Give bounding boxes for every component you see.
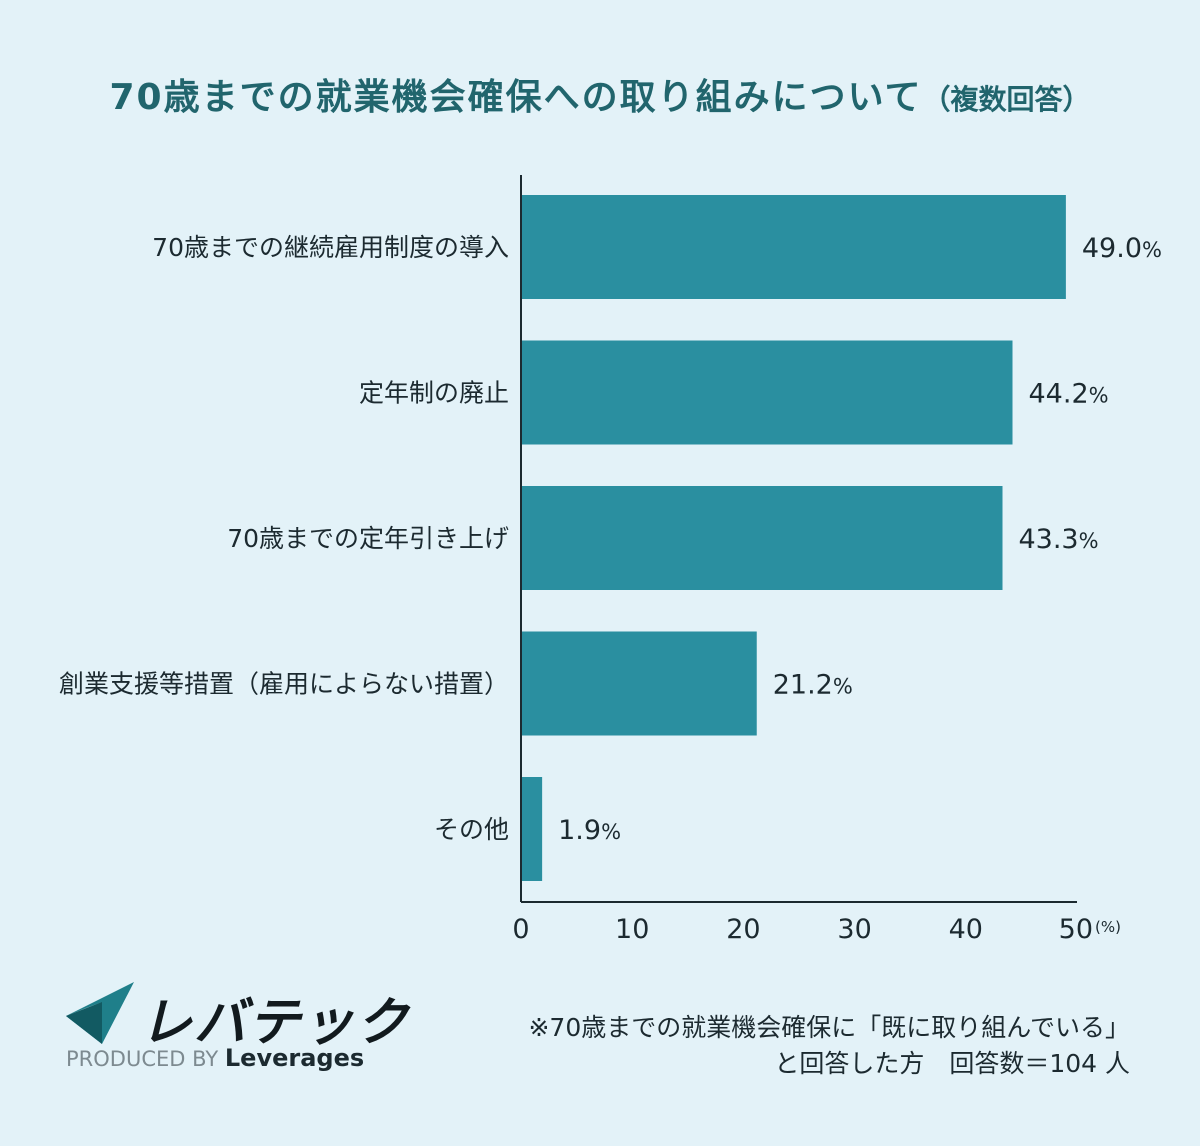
x-tick-label: 40 (949, 914, 983, 945)
chart-title-sub: （複数回答） (922, 83, 1091, 116)
category-label: 70歳までの継続雇用制度の導入 (152, 233, 509, 262)
footnote-line-1: ※70歳までの就業機会確保に「既に取り組んでいる」 (528, 1013, 1130, 1042)
bar (521, 486, 1003, 590)
levtech-logo: レバテック PRODUCED BY Leverages (66, 978, 408, 1088)
category-label: その他 (434, 815, 509, 844)
bar-chart: 70歳までの継続雇用制度の導入 49.0% 定年制の廃止 44.2% 70歳までの定年引… (59, 175, 1162, 945)
category-label: 創業支援等措置（雇用によらない措置） (59, 670, 509, 699)
bar (521, 777, 543, 881)
chart-title-main: 70歳までの就業機会確保への取り組みについて (109, 77, 923, 118)
logo-produced-line: PRODUCED BY Leverages (66, 1044, 364, 1072)
value-label: 1.9% (558, 815, 621, 846)
logo-name: レバテック (140, 993, 411, 1053)
value-label: 21.2% (773, 670, 853, 701)
value-label: 49.0% (1082, 233, 1162, 264)
x-tick-label: 0 (512, 914, 529, 945)
x-tick-label: 50 (1059, 914, 1093, 945)
x-tick-label: 20 (726, 914, 760, 945)
category-label: 定年制の廃止 (359, 379, 509, 408)
footnote: ※70歳までの就業機会確保に「既に取り組んでいる」 と回答した方 回答数＝104… (528, 1010, 1130, 1082)
logo-produced-by: PRODUCED BY (66, 1047, 219, 1071)
footnote-line-2: と回答した方 回答数＝104 人 (774, 1049, 1130, 1078)
value-label: 44.2% (1029, 379, 1109, 410)
chart-title: 70歳までの就業機会確保への取り組みについて（複数回答） (0, 68, 1200, 120)
bar (521, 631, 757, 736)
logo-brand: Leverages (224, 1044, 365, 1072)
x-axis-unit: (%) (1095, 918, 1121, 936)
bar (521, 340, 1013, 445)
bar (521, 195, 1066, 299)
logo-mark-icon (66, 982, 134, 1044)
category-label: 70歳までの定年引き上げ (227, 524, 509, 553)
x-tick-label: 30 (837, 914, 871, 945)
x-tick-label: 10 (615, 914, 649, 945)
value-label: 43.3% (1018, 524, 1098, 555)
